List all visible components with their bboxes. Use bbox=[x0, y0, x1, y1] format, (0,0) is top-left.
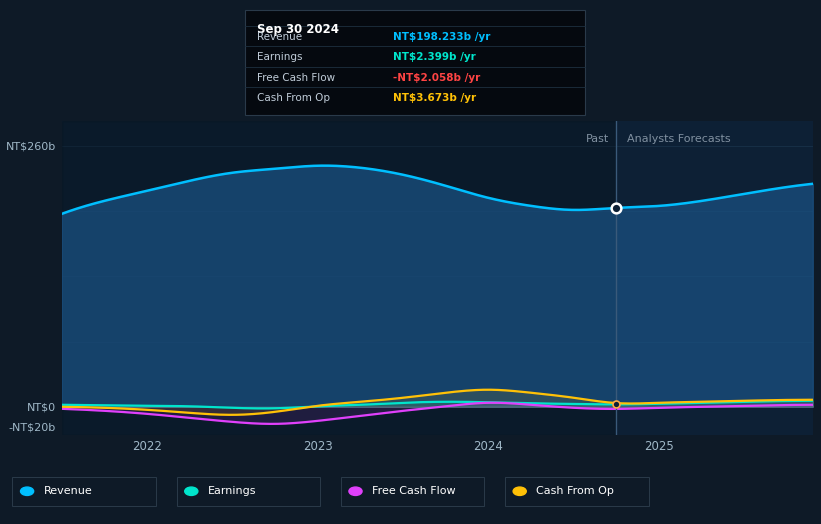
Text: Free Cash Flow: Free Cash Flow bbox=[372, 486, 456, 496]
Text: NT$2.399b /yr: NT$2.399b /yr bbox=[392, 52, 475, 62]
Bar bbox=[62, 121, 617, 435]
Text: Free Cash Flow: Free Cash Flow bbox=[257, 73, 336, 83]
Text: Earnings: Earnings bbox=[208, 486, 256, 496]
Text: Cash From Op: Cash From Op bbox=[536, 486, 614, 496]
Text: Revenue: Revenue bbox=[257, 32, 302, 42]
Text: NT$3.673b /yr: NT$3.673b /yr bbox=[392, 93, 476, 103]
Text: Sep 30 2024: Sep 30 2024 bbox=[257, 23, 339, 36]
Text: Analysts Forecasts: Analysts Forecasts bbox=[626, 134, 731, 144]
Text: Cash From Op: Cash From Op bbox=[257, 93, 330, 103]
Text: -NT$2.058b /yr: -NT$2.058b /yr bbox=[392, 73, 480, 83]
Text: Revenue: Revenue bbox=[44, 486, 92, 496]
Text: Earnings: Earnings bbox=[257, 52, 303, 62]
Text: NT$198.233b /yr: NT$198.233b /yr bbox=[392, 32, 490, 42]
Text: Past: Past bbox=[586, 134, 610, 144]
